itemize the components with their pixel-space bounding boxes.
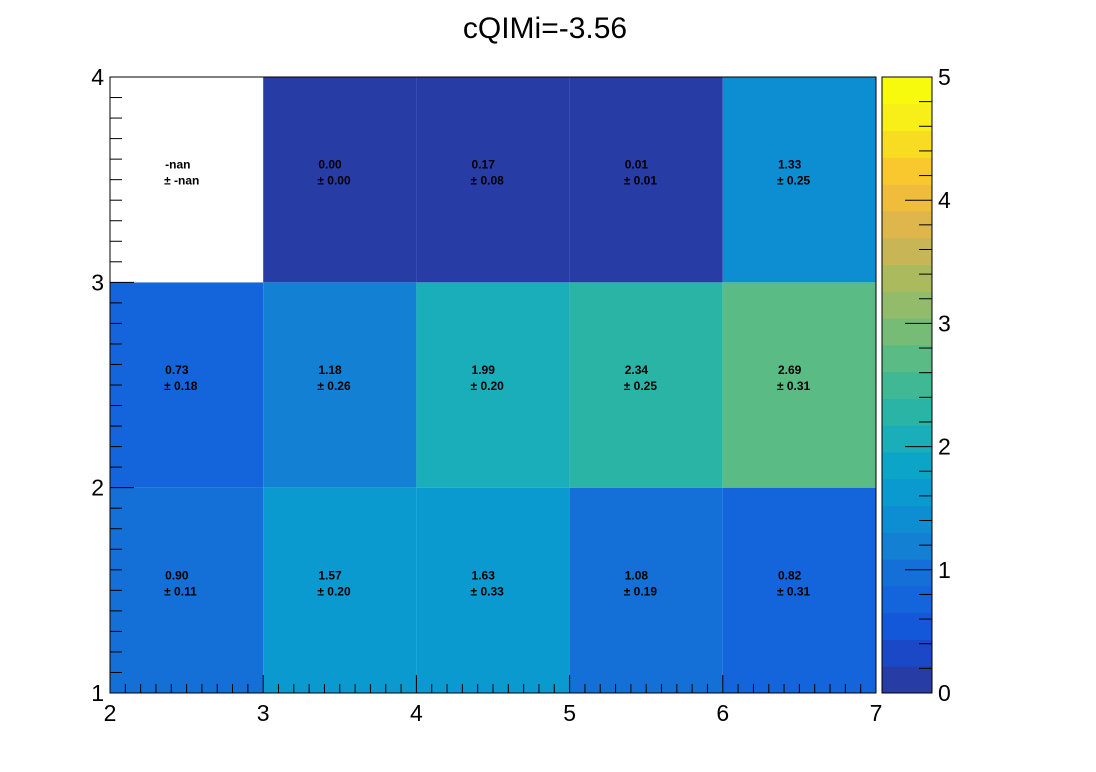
x-tick-label: 2 (104, 700, 117, 726)
color-scale-swatch (882, 666, 932, 694)
y-tick-label: 2 (91, 475, 104, 501)
color-scale-swatch (882, 532, 932, 560)
color-scale-swatch (882, 344, 932, 373)
heatmap-cell (263, 487, 417, 693)
color-scale-swatch (882, 184, 932, 212)
color-scale-swatch (882, 237, 932, 265)
y-tick-label: 3 (91, 269, 104, 295)
x-axis: 2 3 4 5 6 7 (104, 675, 883, 726)
color-scale-swatch (882, 318, 932, 346)
heatmap-cell (569, 487, 723, 693)
cell-error-label: ± 0.01 (624, 174, 658, 188)
cell-value-label: 2.34 (625, 363, 649, 377)
color-scale-swatch (882, 130, 932, 158)
cell-value-label: 0.82 (778, 568, 802, 582)
cell-error-label: ± 0.11 (164, 584, 197, 598)
color-scale-tick-label: 2 (938, 434, 951, 460)
cell-error-label: ± 0.18 (164, 379, 198, 393)
cell-value-label: 1.57 (318, 568, 342, 582)
cell-error-label: ± 0.08 (471, 174, 505, 188)
color-scale-tick-label: 3 (938, 310, 951, 336)
color-scale-tick-label: 0 (938, 680, 951, 706)
cell-error-label: ± 0.31 (777, 584, 811, 598)
heatmap-cell (416, 282, 570, 488)
color-scale-swatch (882, 157, 932, 185)
cell-error-label: ± 0.20 (471, 379, 505, 393)
cell-error-label: ± 0.26 (317, 379, 351, 393)
cell-error-label: ± 0.19 (624, 584, 658, 598)
cell-error-label: ± 0.33 (471, 584, 505, 598)
color-scale-swatch (882, 478, 932, 507)
heatmap-cell (263, 282, 417, 488)
color-scale-swatch (882, 559, 932, 587)
heatmap-cell (569, 282, 723, 488)
cell-value-label: 1.33 (778, 158, 802, 172)
cell-value-label: 1.99 (472, 363, 496, 377)
color-scale-swatch (882, 264, 932, 292)
color-scale-tick-label: 5 (938, 64, 951, 90)
heatmap-cell (263, 77, 417, 283)
cell-error-label: ± 0.31 (777, 379, 811, 393)
cell-value-label: 0.90 (165, 568, 189, 582)
heatmap-cell (416, 487, 570, 693)
color-scale-tick-label: 1 (938, 557, 951, 583)
color-scale-swatch (882, 451, 932, 480)
color-scale-swatch (882, 77, 932, 105)
color-scale-swatch (882, 398, 932, 426)
heatmap-cell (569, 77, 723, 283)
cell-value-label: 2.69 (778, 363, 802, 377)
cell-value-label: 0.00 (318, 158, 342, 172)
x-tick-label: 7 (870, 700, 883, 726)
heatmap-cells (110, 77, 876, 693)
color-scale-swatch (882, 371, 932, 399)
cell-error-label: ± 0.20 (317, 584, 351, 598)
color-scale-tick-label: 4 (938, 187, 951, 213)
x-tick-label: 6 (716, 700, 729, 726)
cell-value-label: 1.63 (472, 568, 496, 582)
heatmap-cell (722, 282, 876, 488)
heatmap-cell (722, 77, 876, 283)
cell-value-label: -nan (165, 158, 190, 172)
chart-title: cQIMi=-3.56 (463, 12, 627, 45)
y-tick-label: 1 (91, 680, 104, 706)
x-tick-label: 5 (563, 700, 576, 726)
y-axis: 1 2 3 4 (91, 64, 134, 706)
x-tick-label: 4 (410, 700, 423, 726)
color-scale-swatch (882, 425, 932, 453)
cell-error-label: ± 0.00 (317, 174, 351, 188)
color-scale-swatch (882, 291, 932, 319)
x-tick-label: 3 (257, 700, 270, 726)
heatmap-cell (416, 77, 570, 283)
cell-value-label: 0.17 (472, 158, 496, 172)
cell-value-label: 0.73 (165, 363, 189, 377)
heatmap-cell (110, 282, 264, 488)
cell-error-label: ± 0.25 (777, 174, 811, 188)
color-scale-swatch (882, 585, 932, 614)
heatmap-cell (110, 77, 264, 283)
color-scale-swatch (882, 505, 932, 533)
cell-value-label: 1.18 (318, 363, 342, 377)
cell-value-label: 0.01 (625, 158, 649, 172)
heatmap-cell (110, 487, 264, 693)
y-tick-label: 4 (91, 64, 104, 90)
cell-value-label: 1.08 (625, 568, 649, 582)
color-scale-swatch (882, 103, 932, 132)
color-scale: 0 1 2 3 4 5 (881, 64, 951, 706)
cell-labels: 0.90 ± 0.11 1.57 ± 0.20 1.63 ± 0.33 1.08 ± 0.19… (164, 158, 810, 599)
heatmap-cell (722, 487, 876, 693)
cell-error-label: ± -nan (164, 174, 199, 188)
cell-error-label: ± 0.25 (624, 379, 658, 393)
color-scale-swatch (882, 612, 932, 640)
